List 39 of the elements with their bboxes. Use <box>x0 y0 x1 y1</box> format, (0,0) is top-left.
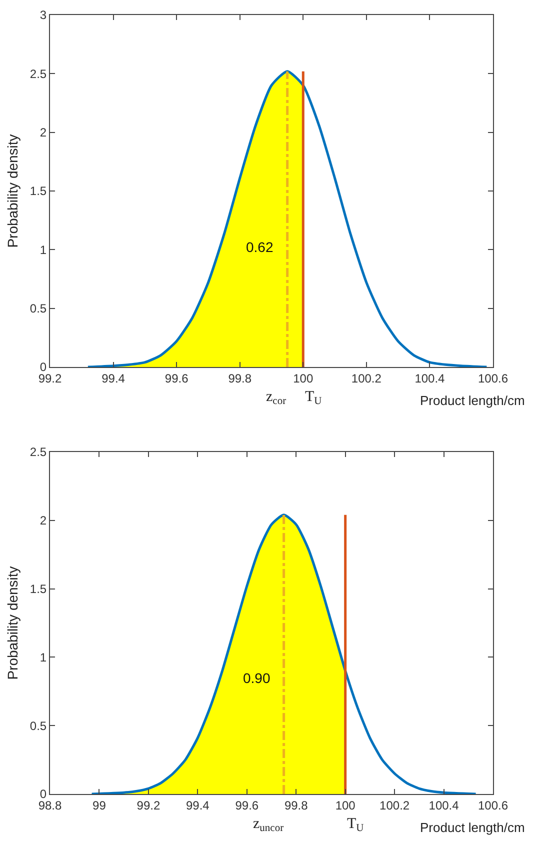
x-tick-label: 99.4 <box>186 798 210 812</box>
y-tick-label: 0.5 <box>30 718 47 733</box>
x-tick-label: 100.6 <box>478 798 508 812</box>
line-series <box>86 70 488 367</box>
x-tick-label: 99.8 <box>228 371 252 386</box>
y-tick-label: 1 <box>40 242 47 257</box>
x-axis-title: Product length/cm <box>420 820 525 835</box>
y-tick-label: 2 <box>40 514 47 528</box>
x-tick-label: 100.4 <box>414 371 446 386</box>
y-tick-label: 2.5 <box>30 66 47 81</box>
x-tick-label: 100 <box>293 371 314 386</box>
x-axis-title: Product length/cm <box>420 393 525 408</box>
x-tick-label: 99.6 <box>164 371 189 386</box>
annotation: 0.90 <box>243 670 270 686</box>
x-tick-label: 100.2 <box>351 371 382 386</box>
x-tick-label: 100.4 <box>428 798 460 812</box>
text: T$_{U}$ <box>305 389 322 408</box>
y-tick-label: 1 <box>40 650 47 664</box>
text: z$_{cor}$ <box>266 389 287 408</box>
x-tick-label: 99.4 <box>102 371 126 386</box>
text: z$_{uncor}$ <box>253 816 284 834</box>
x-tick-label: 99.6 <box>235 798 259 812</box>
x-tick-label: 99.2 <box>136 798 160 812</box>
y-axis-title: Probability density <box>4 566 21 680</box>
x-tick-label: 99.8 <box>284 798 308 812</box>
x-tick-label: 100 <box>335 798 356 812</box>
line-series <box>90 514 478 794</box>
x-tick-label: 100.6 <box>478 371 508 386</box>
y-tick-label: 1.5 <box>30 582 47 596</box>
text: T$_{U}$ <box>347 816 364 834</box>
y-tick-label: 1.5 <box>30 184 47 198</box>
y-tick-label: 2.5 <box>30 445 47 460</box>
annotation: 0.62 <box>246 239 274 255</box>
y-tick-label: 3 <box>40 8 47 22</box>
x-tick-label: 99 <box>92 798 106 812</box>
y-tick-label: 2 <box>40 126 47 140</box>
y-tick-label: 0.5 <box>30 302 47 316</box>
y-axis-title: Probability density <box>4 134 21 248</box>
x-tick-label: 100.2 <box>380 798 410 812</box>
